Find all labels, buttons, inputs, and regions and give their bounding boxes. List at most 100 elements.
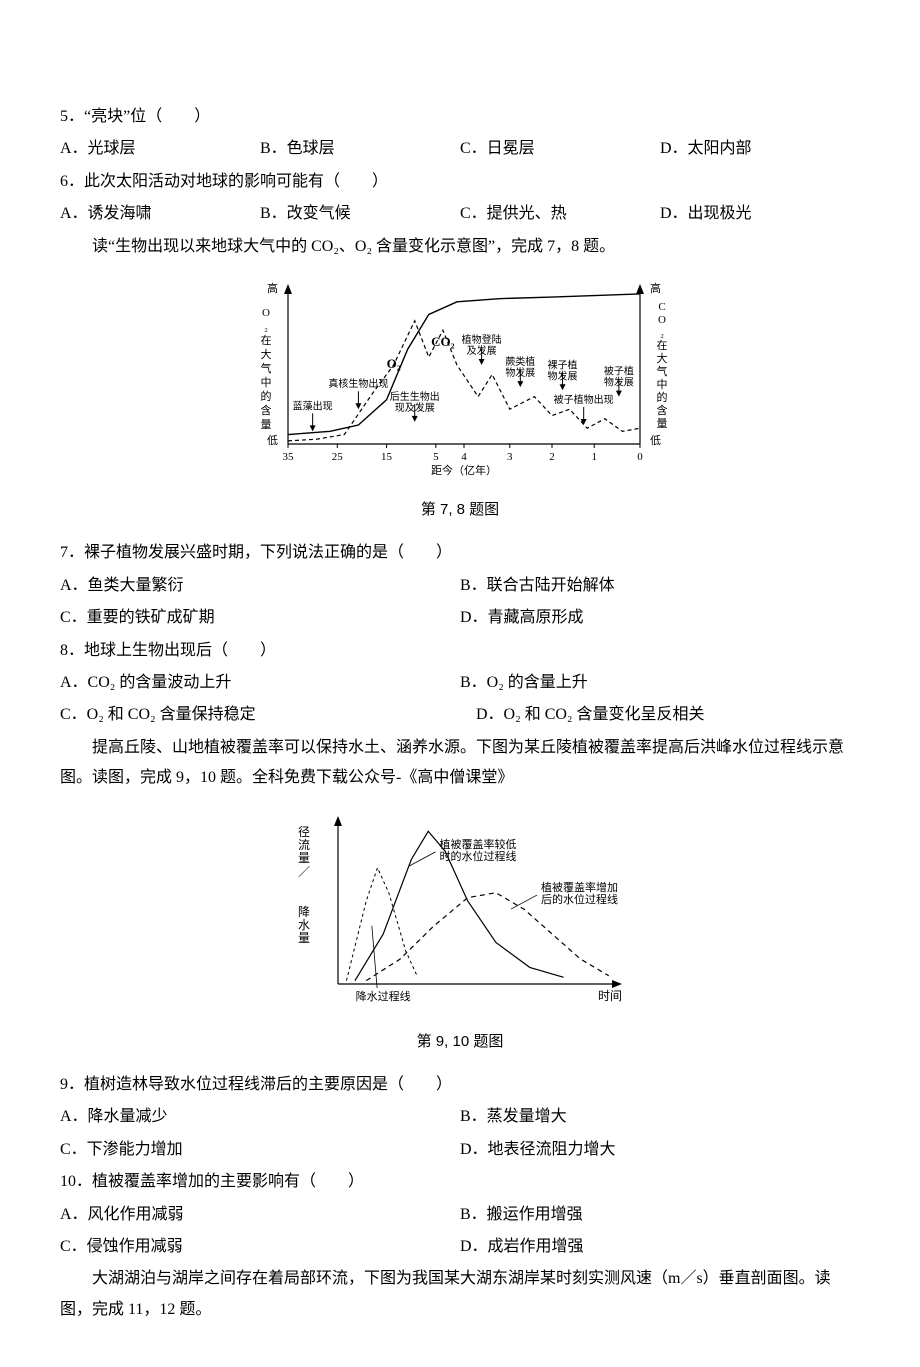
svg-text:O₂: O₂ <box>387 356 401 371</box>
q6-opt-a: A．诱发海啸 <box>60 199 260 229</box>
q8-opt-a: A．CO₂ 的含量波动上升 <box>60 668 460 698</box>
q9-options-2: C．下渗能力增加 D．地表径流阻力增大 <box>60 1135 860 1165</box>
svg-text:2: 2 <box>549 451 555 463</box>
q6-opt-b: B．改变气候 <box>260 199 460 229</box>
svg-text:植被覆盖率增加后的水位过程线: 植被覆盖率增加后的水位过程线 <box>541 880 618 906</box>
intro-78: 读“生物出现以来地球大气中的 CO₂、O₂ 含量变化示意图”，完成 7，8 题。 <box>60 232 860 262</box>
svg-text:15: 15 <box>381 451 393 463</box>
svg-text:真核生物出现: 真核生物出现 <box>328 377 388 390</box>
svg-text:距今（亿年）: 距今（亿年） <box>431 463 497 477</box>
svg-text:后生生物出现及发展: 后生生物出现及发展 <box>390 390 440 414</box>
svg-text:在: 在 <box>657 339 668 352</box>
svg-text:大: 大 <box>261 347 272 361</box>
intro-1112: 大湖湖泊与湖岸之间存在着局部环流，下图为我国某大湖东湖岸某时刻实测风速（m／s）… <box>60 1264 860 1325</box>
q10-opt-d: D．成岩作用增强 <box>460 1232 860 1262</box>
q9-stem: 9．植树造林导致水位过程线滞后的主要原因是（ ） <box>60 1070 860 1100</box>
svg-text:₂: ₂ <box>264 321 268 333</box>
svg-text:含: 含 <box>657 403 668 417</box>
figure-78: 352515543210距今（亿年）高低高低O₂在大气中的含量CO₂在大气中的含… <box>60 272 860 525</box>
svg-text:气: 气 <box>657 364 668 378</box>
q9-opt-c: C．下渗能力增加 <box>60 1135 460 1165</box>
q10-options-2: C．侵蚀作用减弱 D．成岩作用增强 <box>60 1232 860 1262</box>
q10-options-1: A．风化作用减弱 B．搬运作用增强 <box>60 1200 860 1230</box>
q7-opt-a: A．鱼类大量繁衍 <box>60 571 460 601</box>
svg-text:量: 量 <box>298 851 310 865</box>
svg-text:量: 量 <box>298 931 310 945</box>
svg-text:植物登陆及发展: 植物登陆及发展 <box>462 333 502 357</box>
q9-opt-a: A．降水量减少 <box>60 1102 460 1132</box>
q10-opt-c: C．侵蚀作用减弱 <box>60 1232 460 1262</box>
svg-text:蕨类植物发展: 蕨类植物发展 <box>505 355 535 379</box>
svg-text:的: 的 <box>261 389 272 403</box>
figure-78-svg: 352515543210距今（亿年）高低高低O₂在大气中的含量CO₂在大气中的含… <box>240 272 680 492</box>
svg-text:O: O <box>658 314 666 326</box>
svg-text:低: 低 <box>650 434 661 447</box>
q6-stem: 6．此次太阳活动对地球的影响可能有（ ） <box>60 167 860 197</box>
q10-opt-a: A．风化作用减弱 <box>60 1200 460 1230</box>
svg-text:O: O <box>262 307 270 319</box>
svg-text:中: 中 <box>261 376 272 389</box>
svg-text:植被覆盖率较低时的水位过程线: 植被覆盖率较低时的水位过程线 <box>440 836 517 862</box>
figure-78-caption: 第 7, 8 题图 <box>60 496 860 525</box>
q8-options-1: A．CO₂ 的含量波动上升 B．O₂ 的含量上升 <box>60 668 860 698</box>
q8-options-2: C．O₂ 和 CO₂ 含量保持稳定 D．O₂ 和 CO₂ 含量变化呈反相关 <box>60 700 860 730</box>
svg-text:1: 1 <box>591 451 597 463</box>
svg-text:含: 含 <box>261 403 272 417</box>
svg-text:降水过程线: 降水过程线 <box>356 989 411 1003</box>
svg-text:5: 5 <box>433 451 439 463</box>
intro-910: 提高丘陵、山地植被覆盖率可以保持水土、涵养水源。下图为某丘陵植被覆盖率提高后洪峰… <box>60 733 860 794</box>
q6-options: A．诱发海啸 B．改变气候 C．提供光、热 D．出现极光 <box>60 199 860 229</box>
svg-text:0: 0 <box>637 451 643 463</box>
q8-opt-d: D．O₂ 和 CO₂ 含量变化呈反相关 <box>476 700 860 730</box>
svg-text:水: 水 <box>298 918 310 932</box>
q6-opt-d: D．出现极光 <box>660 199 860 229</box>
svg-text:／: ／ <box>298 865 310 879</box>
svg-text:高: 高 <box>650 281 661 295</box>
figure-910: 径流量／降水量时间降水过程线植被覆盖率较低时的水位过程线植被覆盖率增加后的水位过… <box>60 804 860 1057</box>
q5-options: A．光球层 B．色球层 C．日冕层 D．太阳内部 <box>60 134 860 164</box>
svg-text:25: 25 <box>332 451 344 463</box>
q5-stem: 5．“亮块”位（ ） <box>60 102 860 132</box>
svg-text:被子植物出现: 被子植物出现 <box>554 393 614 406</box>
q9-opt-d: D．地表径流阻力增大 <box>460 1135 860 1165</box>
svg-text:35: 35 <box>283 451 295 463</box>
svg-text:CO₂: CO₂ <box>431 334 455 349</box>
q10-opt-b: B．搬运作用增强 <box>460 1200 860 1230</box>
svg-text:蓝藻出现: 蓝藻出现 <box>293 399 333 412</box>
svg-text:中: 中 <box>657 378 668 391</box>
q8-opt-b: B．O₂ 的含量上升 <box>460 668 860 698</box>
q5-opt-c: C．日冕层 <box>460 134 660 164</box>
svg-text:3: 3 <box>507 451 513 463</box>
svg-text:量: 量 <box>261 418 272 431</box>
svg-text:₂: ₂ <box>660 327 664 339</box>
svg-text:在: 在 <box>261 334 272 347</box>
svg-text:的: 的 <box>657 390 668 404</box>
q7-stem: 7．裸子植物发展兴盛时期，下列说法正确的是（ ） <box>60 538 860 568</box>
svg-text:4: 4 <box>461 451 467 463</box>
q5-opt-b: B．色球层 <box>260 134 460 164</box>
svg-text:被子植物发展: 被子植物发展 <box>604 365 634 389</box>
svg-text:流: 流 <box>298 838 310 852</box>
svg-text:气: 气 <box>261 361 272 375</box>
q5-opt-d: D．太阳内部 <box>660 134 860 164</box>
svg-text:大: 大 <box>657 351 668 365</box>
svg-text:裸子植物发展: 裸子植物发展 <box>548 358 578 382</box>
q7-opt-d: D．青藏高原形成 <box>460 603 860 633</box>
q7-opt-c: C．重要的铁矿成矿期 <box>60 603 460 633</box>
svg-text:径: 径 <box>298 825 310 839</box>
q6-opt-c: C．提供光、热 <box>460 199 660 229</box>
svg-text:低: 低 <box>267 434 278 447</box>
svg-text:降: 降 <box>298 905 310 919</box>
q5-opt-a: A．光球层 <box>60 134 260 164</box>
svg-text:C: C <box>658 301 665 313</box>
svg-text:时间: 时间 <box>598 989 622 1003</box>
q7-opt-b: B．联合古陆开始解体 <box>460 571 860 601</box>
q8-opt-c: C．O₂ 和 CO₂ 含量保持稳定 <box>60 700 476 730</box>
q9-options-1: A．降水量减少 B．蒸发量增大 <box>60 1102 860 1132</box>
q10-stem: 10．植被覆盖率增加的主要影响有（ ） <box>60 1167 860 1197</box>
q8-stem: 8．地球上生物出现后（ ） <box>60 636 860 666</box>
q9-opt-b: B．蒸发量增大 <box>460 1102 860 1132</box>
svg-text:高: 高 <box>267 281 278 295</box>
figure-910-caption: 第 9, 10 题图 <box>60 1028 860 1057</box>
q7-options-1: A．鱼类大量繁衍 B．联合古陆开始解体 <box>60 571 860 601</box>
